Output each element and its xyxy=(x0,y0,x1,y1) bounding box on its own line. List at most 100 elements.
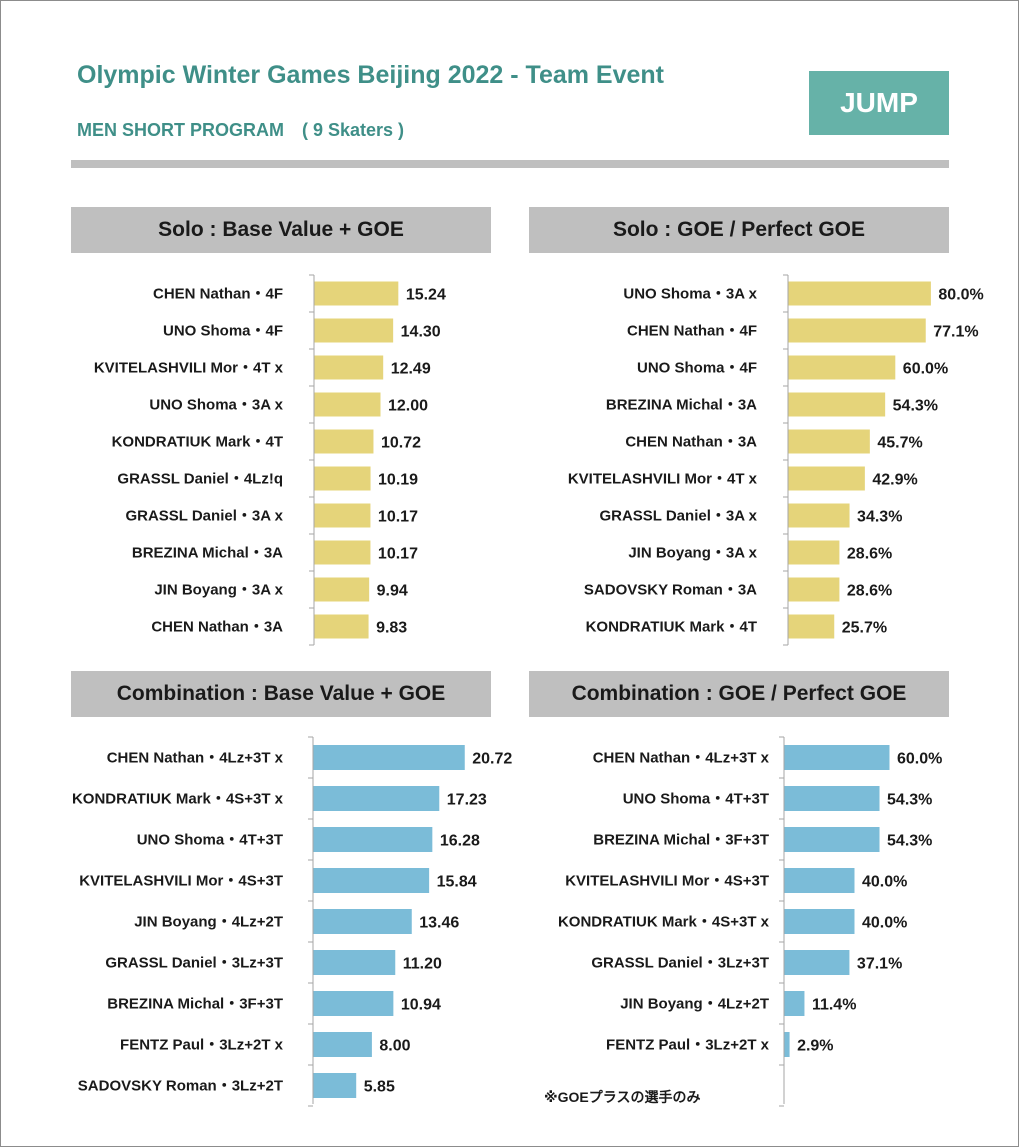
category-label: KVITELASHVILI Mor・4T x xyxy=(568,471,758,488)
value-label: 60.0% xyxy=(903,361,948,378)
value-label: 20.72 xyxy=(472,751,512,768)
category-label: FENTZ Paul・3Lz+2T x xyxy=(606,1037,770,1054)
value-label: 10.72 xyxy=(381,435,421,452)
category-label: BREZINA Michal・3F+3T xyxy=(593,832,769,849)
category-label: FENTZ Paul・3Lz+2T x xyxy=(120,1037,284,1054)
category-label: SADOVSKY Roman・3Lz+2T xyxy=(78,1078,283,1095)
value-label: 37.1% xyxy=(857,956,902,973)
value-label: 14.30 xyxy=(401,324,441,341)
category-label: KVITELASHVILI Mor・4S+3T xyxy=(565,873,769,890)
bar xyxy=(784,909,855,934)
bar xyxy=(784,950,850,975)
category-label: CHEN Nathan・4Lz+3T x xyxy=(107,750,284,767)
bar xyxy=(314,540,371,565)
bar xyxy=(314,392,381,417)
value-label: 11.20 xyxy=(403,956,442,973)
bar xyxy=(313,950,396,975)
bar xyxy=(784,868,855,893)
category-label: KVITELASHVILI Mor・4T x xyxy=(94,360,284,377)
value-label: 28.6% xyxy=(847,583,892,600)
value-label: 16.28 xyxy=(440,833,480,850)
bar xyxy=(788,318,926,343)
bar xyxy=(314,355,384,380)
bar xyxy=(313,786,440,811)
value-label: 12.49 xyxy=(391,361,431,378)
value-label: 77.1% xyxy=(933,324,978,341)
bar xyxy=(788,577,840,602)
value-label: 45.7% xyxy=(877,435,922,452)
bar xyxy=(313,827,433,852)
combo-base-value-chart-title: Combination : Base Value + GOE xyxy=(71,671,491,717)
combo-goe-ratio-chart-title: Combination : GOE / Perfect GOE xyxy=(529,671,949,717)
category-label: UNO Shoma・4T+3T xyxy=(137,832,283,849)
value-label: 10.17 xyxy=(378,509,418,526)
value-label: 34.3% xyxy=(857,509,902,526)
bar xyxy=(788,540,840,565)
bar xyxy=(314,281,399,306)
category-label: CHEN Nathan・4F xyxy=(627,323,757,340)
category-label: UNO Shoma・3A x xyxy=(623,286,757,303)
category-label: GRASSL Daniel・4Lz!q xyxy=(117,471,283,488)
bar xyxy=(784,745,890,770)
bar xyxy=(314,429,374,454)
category-label: JIN Boyang・3A x xyxy=(154,582,283,599)
category-label: KONDRATIUK Mark・4S+3T x xyxy=(72,791,284,808)
header-divider xyxy=(71,160,949,168)
bar xyxy=(314,577,370,602)
bar xyxy=(313,745,465,770)
bar xyxy=(313,868,430,893)
category-label: KONDRATIUK Mark・4T xyxy=(586,619,757,636)
value-label: 12.00 xyxy=(388,398,428,415)
category-label: CHEN Nathan・4Lz+3T x xyxy=(593,750,770,767)
bar xyxy=(313,909,412,934)
category-label: UNO Shoma・4F xyxy=(637,360,757,377)
category-label: CHEN Nathan・3A xyxy=(625,434,757,451)
category-label: UNO Shoma・4F xyxy=(163,323,283,340)
category-label: UNO Shoma・4T+3T xyxy=(623,791,769,808)
bar xyxy=(313,991,394,1016)
value-label: 8.00 xyxy=(379,1038,410,1055)
bar xyxy=(314,318,394,343)
value-label: 10.19 xyxy=(378,472,418,489)
category-label: GRASSL Daniel・3Lz+3T xyxy=(591,955,769,972)
category-label: JIN Boyang・4Lz+2T xyxy=(134,914,283,931)
value-label: 60.0% xyxy=(897,751,942,768)
value-label: 9.94 xyxy=(377,583,408,600)
value-label: 80.0% xyxy=(938,287,983,304)
bar xyxy=(784,827,880,852)
value-label: 9.83 xyxy=(376,620,407,637)
value-label: 10.17 xyxy=(378,546,418,563)
value-label: 5.85 xyxy=(364,1079,395,1096)
value-label: 11.4% xyxy=(812,997,856,1014)
bar xyxy=(313,1073,357,1098)
category-label: CHEN Nathan・3A xyxy=(151,619,283,636)
bar xyxy=(314,614,369,639)
solo-goe-ratio-chart-title: Solo : GOE / Perfect GOE xyxy=(529,207,949,253)
value-label: 42.9% xyxy=(872,472,917,489)
category-label: JIN Boyang・4Lz+2T xyxy=(620,996,769,1013)
value-label: 25.7% xyxy=(842,620,887,637)
value-label: 54.3% xyxy=(887,833,932,850)
category-label: JIN Boyang・3A x xyxy=(628,545,757,562)
page-title: Olympic Winter Games Beijing 2022 - Team… xyxy=(77,61,665,89)
value-label: 2.9% xyxy=(797,1038,833,1055)
bar xyxy=(788,466,865,491)
bar xyxy=(784,991,805,1016)
value-label: 54.3% xyxy=(887,792,932,809)
category-label: CHEN Nathan・4F xyxy=(153,286,283,303)
category-label: BREZINA Michal・3A xyxy=(606,397,757,414)
category-label: BREZINA Michal・3A xyxy=(132,545,283,562)
page-subtitle: MEN SHORT PROGRAM ( 9 Skaters ) xyxy=(77,120,405,140)
value-label: 15.84 xyxy=(437,874,477,891)
value-label: 40.0% xyxy=(862,874,907,891)
category-label: GRASSL Daniel・3A x xyxy=(125,508,283,525)
value-label: 40.0% xyxy=(862,915,907,932)
value-label: 17.23 xyxy=(447,792,487,809)
jump-badge: JUMP xyxy=(809,71,949,135)
category-label: GRASSL Daniel・3A x xyxy=(599,508,757,525)
